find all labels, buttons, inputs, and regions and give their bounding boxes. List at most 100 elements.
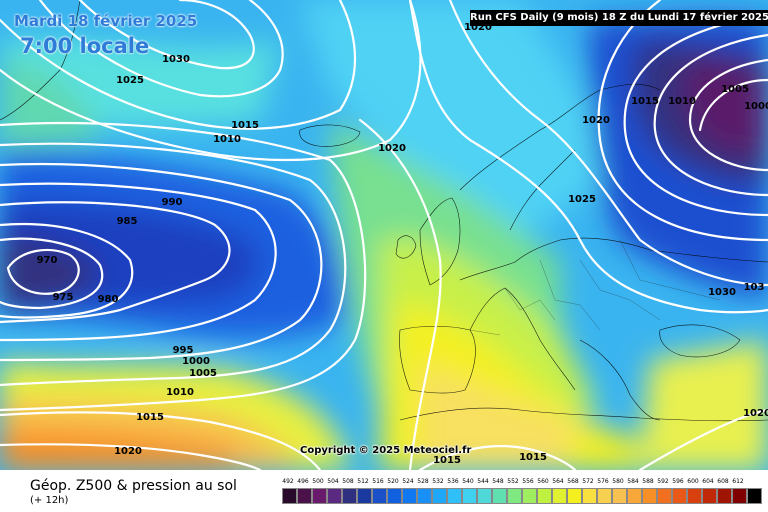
copyright-notice: Copyright © 2025 Meteociel.fr	[300, 445, 472, 456]
legend-swatch	[417, 488, 432, 504]
isobar-label: 1015	[433, 455, 461, 466]
legend-swatch	[507, 488, 522, 504]
legend-swatch	[687, 488, 702, 504]
legend-swatch	[597, 488, 612, 504]
isobar-label: 103	[744, 282, 765, 293]
forecast-offset: (+ 12h)	[30, 495, 69, 506]
isobar-label: 1020	[582, 115, 610, 126]
isobar-label: 990	[162, 197, 183, 208]
isobar-label: 995	[173, 345, 194, 356]
legend-level-label: 512	[357, 478, 369, 485]
legend-swatch	[642, 488, 657, 504]
legend-swatch	[312, 488, 327, 504]
map-footer: Géop. Z500 & pression au sol (+ 12h) 492…	[0, 470, 768, 512]
isobar-label: 1010	[166, 387, 194, 398]
legend-swatch	[492, 488, 507, 504]
isobar-label: 1015	[519, 452, 547, 463]
weather-map: 1030102510201015101010201015101010051000…	[0, 0, 768, 470]
legend-swatch	[747, 488, 762, 504]
legend-level-label: 520	[387, 478, 399, 485]
legend-swatch	[732, 488, 747, 504]
color-legend: 492 496 500 504 508 512 516 520 524 528 532 536 540 5…	[282, 478, 762, 508]
legend-level-label: 600	[687, 478, 699, 485]
legend-swatch	[327, 488, 342, 504]
legend-swatch	[462, 488, 477, 504]
legend-level-label: 560	[537, 478, 549, 485]
legend-level-label: 516	[372, 478, 384, 485]
legend-level-label: 504	[327, 478, 339, 485]
legend-level-label: 532	[432, 478, 444, 485]
forecast-date: Mardi 18 février 2025	[14, 12, 198, 30]
field-title: Géop. Z500 & pression au sol	[30, 478, 237, 494]
legend-level-label: 508	[342, 478, 354, 485]
legend-level-label: 552	[507, 478, 519, 485]
legend-swatch	[552, 488, 567, 504]
legend-swatch	[447, 488, 462, 504]
forecast-local-time: 7:00 locale	[20, 34, 150, 58]
legend-swatch	[627, 488, 642, 504]
isobar-label: 1015	[631, 96, 659, 107]
isobar-label: 1020	[743, 408, 768, 419]
isobar-label: 1000	[182, 356, 210, 367]
isobar-label: 1025	[568, 194, 596, 205]
legend-level-label: 536	[447, 478, 459, 485]
legend-level-label: 612	[732, 478, 744, 485]
isobar-label: 1030	[162, 54, 190, 65]
legend-swatch	[537, 488, 552, 504]
borders	[469, 239, 721, 336]
legend-level-label: 528	[417, 478, 429, 485]
legend-level-label: 540	[462, 478, 474, 485]
isobar-label: 1005	[189, 368, 217, 379]
isobar-label: 1020	[378, 143, 406, 154]
legend-level-label: 588	[642, 478, 654, 485]
legend-swatch	[402, 488, 417, 504]
isobar-label: 985	[117, 216, 138, 227]
legend-swatch	[612, 488, 627, 504]
isobar-label: 975	[53, 292, 74, 303]
legend-swatch	[582, 488, 597, 504]
legend-swatch	[432, 488, 447, 504]
legend-level-label: 572	[582, 478, 594, 485]
legend-swatch	[672, 488, 687, 504]
geopotential-field	[0, 0, 768, 470]
legend-swatch	[282, 488, 297, 504]
legend-level-label: 580	[612, 478, 624, 485]
legend-level-label: 492	[282, 478, 294, 485]
isobar-label: 1010	[668, 96, 696, 107]
legend-level-label: 500	[312, 478, 324, 485]
legend-level-label: 556	[522, 478, 534, 485]
legend-level-label: 568	[567, 478, 579, 485]
isobar-label: 1015	[231, 120, 259, 131]
legend-level-label: 564	[552, 478, 564, 485]
legend-swatch	[357, 488, 372, 504]
legend-swatch	[342, 488, 357, 504]
legend-swatch	[657, 488, 672, 504]
legend-swatch	[387, 488, 402, 504]
legend-swatch	[477, 488, 492, 504]
legend-level-label: 592	[657, 478, 669, 485]
legend-level-label: 584	[627, 478, 639, 485]
legend-level-label: 544	[477, 478, 489, 485]
isobar-label: 1000	[744, 101, 768, 112]
legend-level-label: 548	[492, 478, 504, 485]
isobar-labels: 1030102510201015101010201015101010051000…	[37, 22, 768, 466]
legend-swatch	[702, 488, 717, 504]
isobar-label: 1030	[708, 287, 736, 298]
legend-level-label: 496	[297, 478, 309, 485]
isobar-label: 1015	[136, 412, 164, 423]
legend-level-label: 604	[702, 478, 714, 485]
legend-level-label: 576	[597, 478, 609, 485]
legend-swatch	[567, 488, 582, 504]
legend-level-label: 596	[672, 478, 684, 485]
legend-swatch	[372, 488, 387, 504]
isobar-label: 1020	[464, 22, 492, 33]
isobar-label: 970	[37, 255, 58, 266]
isobar-label: 1005	[721, 84, 749, 95]
isobar-label: 980	[98, 294, 119, 305]
legend-swatch	[522, 488, 537, 504]
legend-level-label: 524	[402, 478, 414, 485]
isobar-label: 1020	[114, 446, 142, 457]
legend-swatch	[717, 488, 732, 504]
isobar-label: 1025	[116, 75, 144, 86]
isobars	[0, 0, 768, 470]
